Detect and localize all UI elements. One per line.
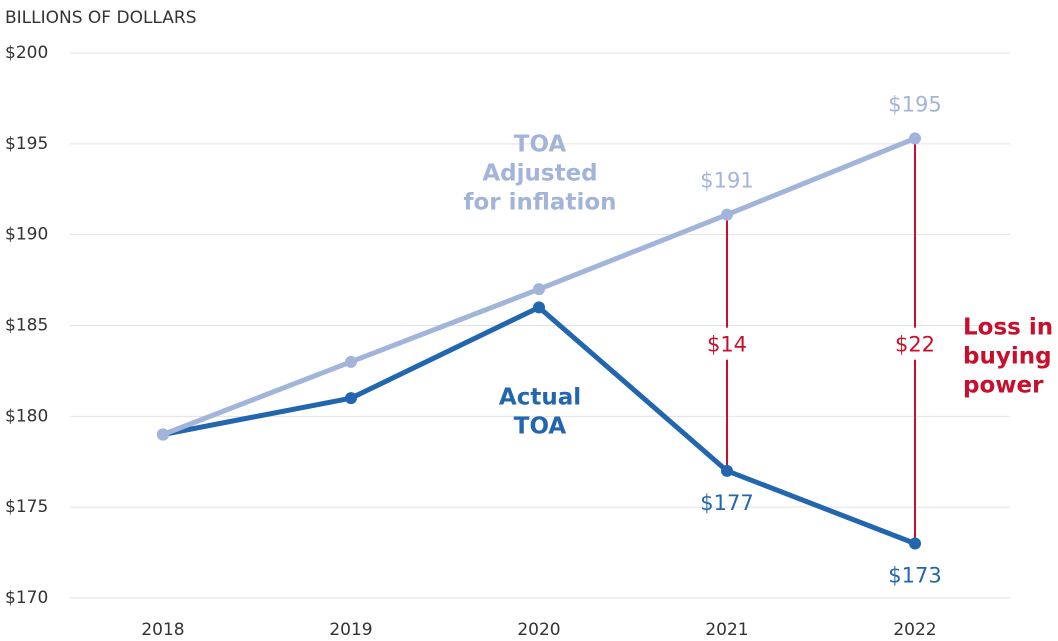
y-tick-label: $195 — [5, 134, 48, 154]
y-tick-label: $175 — [5, 497, 48, 517]
x-tick-label: 2021 — [705, 620, 748, 640]
x-tick-label: 2022 — [893, 620, 936, 640]
x-tick-label: 2020 — [517, 620, 560, 640]
y-tick-label: $200 — [5, 43, 48, 63]
series-point — [533, 283, 545, 296]
value-label: $191 — [700, 169, 753, 193]
gap-label: $14 — [707, 333, 747, 357]
y-tick-label: $170 — [5, 588, 48, 608]
series-point — [345, 355, 357, 368]
series-point — [721, 208, 733, 221]
series-point — [157, 428, 169, 441]
series-label: Actual — [499, 385, 581, 411]
x-tick-label: 2018 — [141, 620, 184, 640]
value-label: $195 — [888, 92, 941, 116]
y-tick-label: $185 — [5, 316, 48, 336]
y-axis-label: BILLIONS OF DOLLARS — [5, 8, 197, 28]
x-tick-label: 2019 — [329, 620, 372, 640]
gap-annotation: Loss in — [963, 315, 1053, 341]
series-label: Adjusted — [482, 161, 597, 187]
series-point — [909, 537, 921, 550]
series-point — [909, 132, 921, 145]
gap-label-bg — [891, 327, 939, 360]
series-label: for inflation — [463, 190, 616, 216]
y-tick-label: $190 — [5, 225, 48, 245]
series-label: TOA — [514, 414, 567, 440]
gap-label: $22 — [895, 333, 935, 357]
value-label: $173 — [888, 564, 941, 588]
series-point — [533, 301, 545, 314]
series-point — [721, 464, 733, 477]
value-label: $177 — [700, 491, 753, 515]
gap-annotation: buying — [963, 344, 1052, 370]
series-point — [345, 392, 357, 405]
series-label: TOA — [514, 132, 567, 158]
y-tick-label: $180 — [5, 406, 48, 426]
gap-annotation: power — [963, 373, 1044, 399]
gap-label-bg — [703, 327, 751, 360]
